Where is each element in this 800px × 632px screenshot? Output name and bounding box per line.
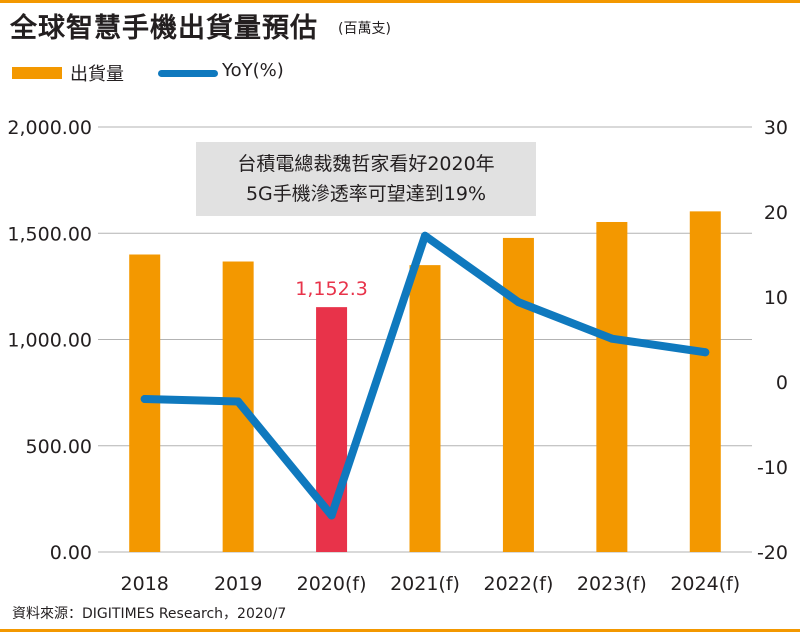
bar-data-label: 1,152.3 — [295, 278, 368, 300]
line-point — [607, 334, 616, 343]
y-left-tick-label: 0.00 — [50, 542, 92, 564]
line-point — [514, 298, 523, 307]
bottom-border — [0, 629, 800, 632]
x-tick-label: 2018 — [121, 573, 169, 595]
y-left-tick-label: 500.00 — [26, 436, 92, 458]
bar — [689, 211, 721, 553]
annotation-line-2: 5G手機滲透率可望達到19% — [245, 183, 487, 205]
legend-line-swatch — [158, 70, 218, 77]
line-point — [140, 395, 149, 403]
x-tick-label: 2019 — [214, 573, 262, 595]
y-right-tick-label: 10 — [764, 287, 788, 309]
y-left-tick-label: 1,000.00 — [7, 330, 92, 352]
y-right-tick-label: 20 — [764, 202, 788, 224]
bar — [502, 237, 534, 553]
legend-label-yoy: YoY(%) — [222, 60, 284, 81]
top-border — [0, 0, 800, 3]
y-left-tick-label: 2,000.00 — [7, 117, 92, 139]
bar — [409, 265, 441, 552]
bar — [596, 221, 628, 553]
line-point — [234, 397, 243, 406]
x-tick-label: 2024(f) — [670, 573, 740, 595]
x-tick-label: 2023(f) — [577, 573, 647, 595]
line-point — [421, 231, 429, 240]
line-point — [701, 348, 710, 357]
line-point — [327, 511, 336, 520]
legend-bar-swatch — [12, 67, 62, 79]
chart-title: 全球智慧手機出貨量預估 — [10, 13, 318, 44]
y-right-tick-label: -10 — [757, 457, 788, 479]
annotation-box: 台積電總裁魏哲家看好2020年 5G手機滲透率可望達到19% — [196, 142, 536, 216]
legend-label-shipments: 出貨量 — [70, 64, 124, 85]
x-tick-label: 2021(f) — [390, 573, 460, 595]
source-note: 資料來源：DIGITIMES Research，2020/7 — [12, 606, 287, 622]
annotation-line-1: 台積電總裁魏哲家看好2020年 — [237, 153, 495, 175]
y-right-tick-label: 30 — [764, 117, 788, 139]
x-tick-label: 2022(f) — [483, 573, 553, 595]
y-right-tick-label: -20 — [757, 542, 788, 564]
y-right-tick-label: 0 — [776, 372, 788, 394]
y-left-tick-label: 1,500.00 — [7, 223, 92, 245]
x-tick-label: 2020(f) — [297, 573, 367, 595]
chart-subtitle: (百萬支) — [338, 21, 391, 37]
